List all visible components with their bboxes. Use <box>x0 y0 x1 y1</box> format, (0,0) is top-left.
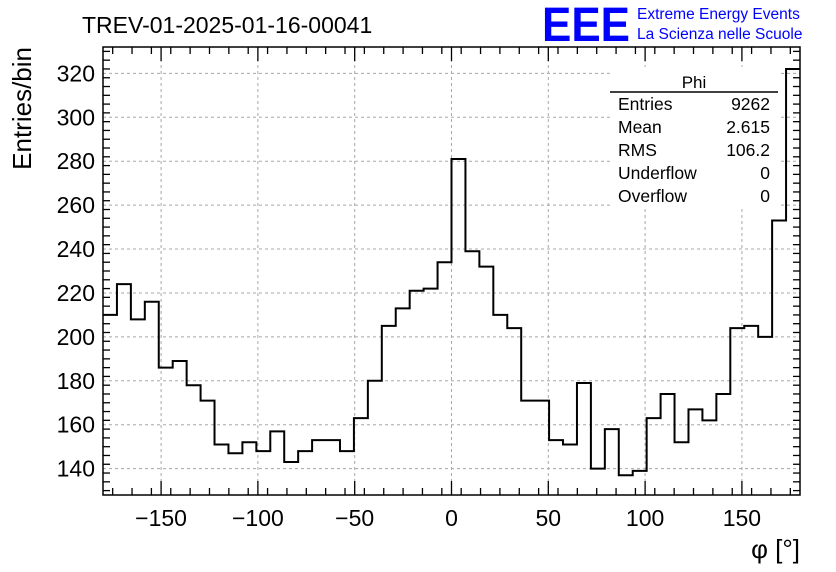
histogram-bin <box>103 315 117 495</box>
logo-line-2: La Scienza nelle Scuole <box>637 26 802 43</box>
stats-label: Entries <box>618 94 673 114</box>
histogram-bin <box>619 475 633 495</box>
y-tick-labels: 140 160 180 200 220 240 260 280 300 320 <box>57 60 95 481</box>
y-axis-label: Entries/bin <box>7 47 37 170</box>
histogram-bin <box>591 469 605 495</box>
histogram-bin <box>465 251 479 495</box>
stats-box: Phi Entries 9262 Mean 2.615 RMS 106.2 Underflo… <box>610 67 778 207</box>
histogram-bin <box>368 381 382 495</box>
histogram-bin <box>744 326 758 495</box>
histogram-bin <box>215 444 229 495</box>
x-tick-labels: −150 −100 −50 0 50 100 150 <box>135 505 761 531</box>
stats-label: Overflow <box>618 186 687 206</box>
histogram-bin <box>201 401 215 495</box>
histogram-bin <box>298 451 312 495</box>
stats-value: 9262 <box>731 94 770 114</box>
y-tick-label: 200 <box>57 324 95 350</box>
y-tick-label: 220 <box>57 280 95 306</box>
stats-title: Phi <box>682 73 707 92</box>
histogram-bin <box>479 267 493 495</box>
histogram-bin <box>410 291 424 495</box>
histogram-bin <box>507 328 521 495</box>
stats-rows: Entries 9262 Mean 2.615 RMS 106.2 Underflow 0 Ov… <box>618 94 770 206</box>
histogram-bin <box>228 453 242 495</box>
stats-label: Underflow <box>618 163 697 183</box>
x-axis-label: φ [°] <box>751 534 800 564</box>
histogram-bin <box>312 440 326 495</box>
stats-label: Mean <box>618 117 662 137</box>
histogram-bin <box>521 401 535 495</box>
histogram-bin <box>730 328 744 495</box>
histogram-bin <box>438 262 452 495</box>
y-tick-label: 180 <box>57 368 95 394</box>
y-tick-label: 240 <box>57 236 95 262</box>
histogram-bin <box>493 315 507 495</box>
histogram-bin <box>117 284 131 495</box>
y-tick-label: 140 <box>57 456 95 482</box>
histogram-bin <box>242 442 256 495</box>
stats-value: 106.2 <box>726 140 770 160</box>
histogram-bin <box>716 394 730 495</box>
histogram-bin <box>563 444 577 495</box>
histogram-bin <box>187 385 201 495</box>
x-tick-label: 0 <box>445 505 458 531</box>
histogram-bin <box>772 220 786 495</box>
histogram-bin <box>396 308 410 495</box>
chart-title: TREV-01-2025-01-16-00041 <box>82 12 372 38</box>
histogram-bin <box>270 431 284 495</box>
stats-value: 2.615 <box>726 117 770 137</box>
x-tick-label: −50 <box>335 505 374 531</box>
logo-line-1: Extreme Energy Events <box>637 6 800 23</box>
histogram-bin <box>702 420 716 495</box>
histogram-bin <box>354 418 368 495</box>
histogram-bin <box>424 289 438 495</box>
histogram-bin <box>382 326 396 495</box>
histogram-bin <box>159 368 173 495</box>
y-tick-label: 260 <box>57 192 95 218</box>
histogram-bin <box>535 401 549 495</box>
stats-value: 0 <box>760 163 770 183</box>
histogram-outline <box>103 67 800 477</box>
histogram-bin <box>452 159 466 495</box>
logo-mark: EEE <box>542 0 630 52</box>
y-tick-label: 300 <box>57 104 95 130</box>
x-tick-label: −150 <box>135 505 187 531</box>
histogram-bin <box>577 383 591 495</box>
histogram-bin <box>758 337 772 495</box>
x-tick-label: −100 <box>232 505 284 531</box>
histogram-bin <box>675 442 689 495</box>
stats-label: RMS <box>618 140 657 160</box>
histogram-bin <box>340 451 354 495</box>
histogram-bin <box>647 418 661 495</box>
y-tick-label: 160 <box>57 412 95 438</box>
x-tick-label: 150 <box>723 505 761 531</box>
y-tick-label: 280 <box>57 148 95 174</box>
y-tick-label: 320 <box>57 60 95 86</box>
histogram-bin <box>173 361 187 495</box>
axis-ticks <box>103 47 800 495</box>
histogram-bin <box>145 302 159 495</box>
stats-value: 0 <box>760 186 770 206</box>
stats-box-background <box>610 67 778 207</box>
histogram-bin <box>688 409 702 495</box>
x-tick-label: 50 <box>536 505 562 531</box>
eee-logo: EEE Extreme Energy Events La Scienza nel… <box>542 0 802 52</box>
histogram-bin <box>326 440 340 495</box>
x-tick-label: 100 <box>626 505 664 531</box>
histogram-bin <box>549 440 563 495</box>
histogram-bin <box>661 394 675 495</box>
histogram-bin <box>131 319 145 495</box>
histogram-bin <box>605 429 619 495</box>
histogram-bin <box>786 69 800 495</box>
